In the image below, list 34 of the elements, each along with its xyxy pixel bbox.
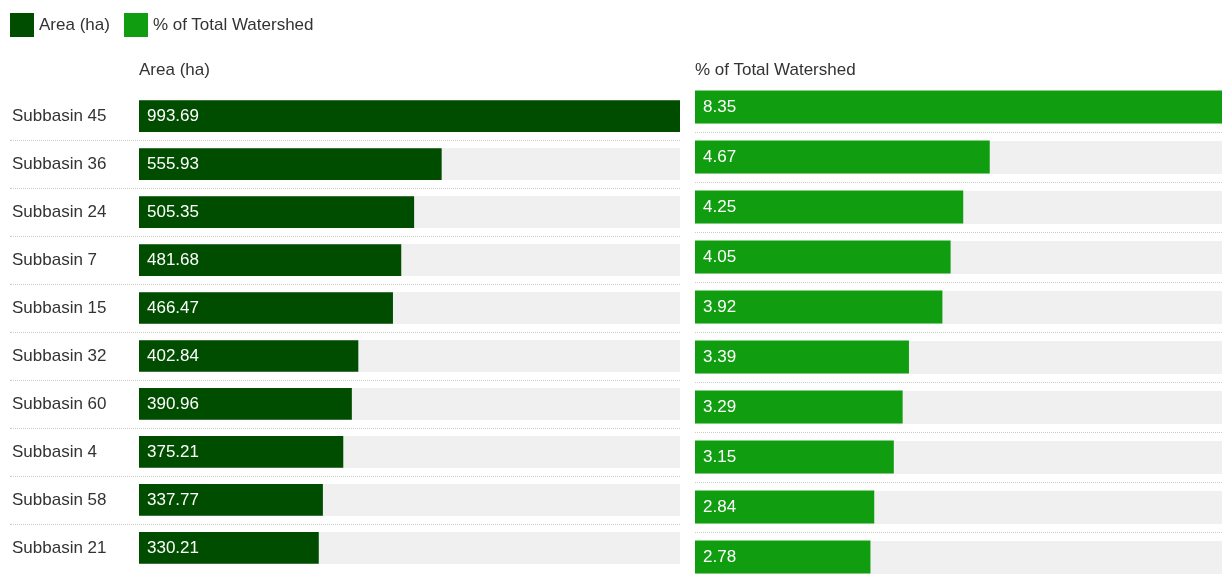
- data-label: 555.93: [147, 153, 199, 173]
- y-tick-label: Subbasin 7: [12, 249, 98, 269]
- data-label: 505.35: [147, 201, 199, 221]
- data-label: 466.47: [147, 297, 199, 317]
- y-tick-label: Subbasin 36: [12, 153, 107, 173]
- y-tick-label: Subbasin 60: [12, 393, 107, 413]
- data-label: 4.67: [703, 146, 737, 166]
- y-tick-label: Subbasin 21: [12, 537, 107, 557]
- y-tick-label: Subbasin 24: [12, 201, 107, 221]
- data-label: 3.92: [703, 296, 737, 316]
- data-label: 330.21: [147, 537, 199, 557]
- y-tick-label: Subbasin 15: [12, 297, 107, 317]
- x-axis-title: % of Total Watershed: [695, 60, 856, 80]
- data-label: 3.15: [703, 446, 737, 466]
- y-tick-label: Subbasin 58: [12, 489, 107, 509]
- data-label: 337.77: [147, 489, 199, 509]
- legend-label: % of Total Watershed: [152, 15, 314, 35]
- y-tick-label: Subbasin 32: [12, 345, 107, 365]
- data-label: 3.39: [703, 346, 737, 366]
- data-label: 993.69: [147, 105, 199, 125]
- data-label: 375.21: [147, 441, 199, 461]
- data-label: 4.25: [703, 196, 737, 216]
- y-tick-label: Subbasin 45: [12, 105, 107, 125]
- data-label: 2.84: [703, 496, 737, 516]
- data-label: 2.78: [703, 546, 737, 566]
- x-axis-title: Area (ha): [139, 60, 210, 80]
- y-tick-label: Subbasin 4: [12, 441, 98, 461]
- data-label: 8.35: [703, 96, 737, 116]
- data-label: 3.29: [703, 396, 737, 416]
- data-label: 4.05: [703, 246, 737, 266]
- data-label: 402.84: [147, 345, 199, 365]
- legend-label: Area (ha): [39, 15, 110, 35]
- data-label: 390.96: [147, 393, 199, 413]
- data-label: 481.68: [147, 249, 199, 269]
